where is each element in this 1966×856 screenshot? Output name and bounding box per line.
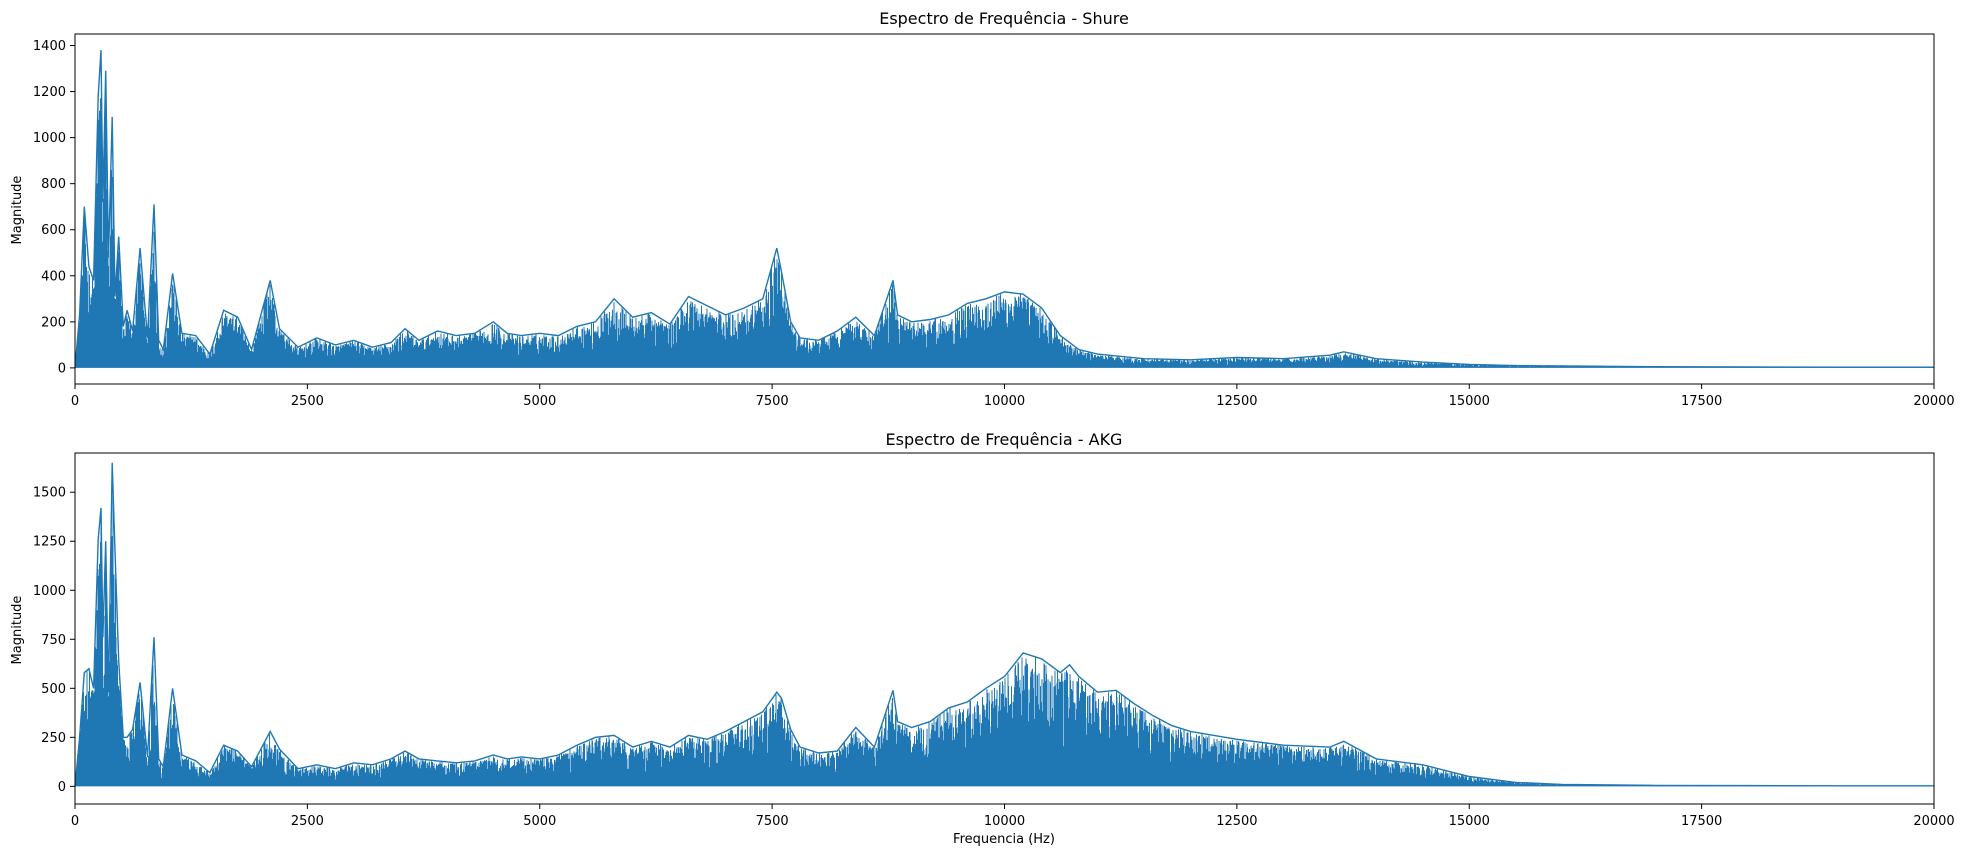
y-tick-label: 600 xyxy=(41,223,66,238)
x-tick-label: 5000 xyxy=(523,394,556,409)
x-axis-label-akg: Frequencia (Hz) xyxy=(953,832,1055,847)
x-tick-label: 12500 xyxy=(1216,814,1257,829)
y-tick-label: 800 xyxy=(41,177,66,192)
y-tick-label: 1250 xyxy=(33,535,66,550)
x-tick-label: 17500 xyxy=(1681,814,1722,829)
series-layer-shure xyxy=(75,50,1934,368)
x-tick-label: 10000 xyxy=(984,814,1025,829)
y-tick-label: 250 xyxy=(41,731,66,746)
spectrum-peak-line-shure xyxy=(75,50,1934,368)
spectrum-series-shure xyxy=(75,88,1934,368)
y-tick-label: 400 xyxy=(41,269,66,284)
series-layer-akg xyxy=(75,462,1934,787)
y-ticks-akg: 0 250 500 750 1000 1250 1500 xyxy=(33,486,75,795)
x-tick-label: 10000 xyxy=(984,394,1025,409)
spectrum-peak-line-akg xyxy=(75,462,1934,787)
y-tick-label: 0 xyxy=(58,780,66,795)
chart-title-shure: Espectro de Frequência - Shure xyxy=(879,9,1129,28)
y-axis-label-akg: Magnitude xyxy=(10,596,25,665)
y-tick-label: 200 xyxy=(41,315,66,330)
y-tick-label: 0 xyxy=(58,361,66,376)
y-tick-label: 1400 xyxy=(33,39,66,54)
y-tick-label: 1000 xyxy=(33,131,66,146)
y-tick-label: 1200 xyxy=(33,85,66,100)
x-tick-label: 7500 xyxy=(756,394,789,409)
x-tick-label: 12500 xyxy=(1216,394,1257,409)
y-axis-label-shure: Magnitude xyxy=(10,176,25,245)
x-tick-label: 15000 xyxy=(1449,814,1490,829)
x-tick-label: 2500 xyxy=(291,814,324,829)
x-tick-label: 20000 xyxy=(1913,814,1954,829)
x-tick-label: 0 xyxy=(71,814,79,829)
plot-area-akg xyxy=(74,452,1935,805)
subplot-shure: Espectro de Frequência - Shure Magnitude… xyxy=(10,9,1955,409)
chart-title-akg: Espectro de Frequência - AKG xyxy=(886,430,1123,449)
y-tick-label: 750 xyxy=(41,633,66,648)
x-tick-label: 0 xyxy=(71,394,79,409)
y-tick-label: 1000 xyxy=(33,584,66,599)
x-tick-label: 20000 xyxy=(1913,394,1954,409)
y-tick-label: 1500 xyxy=(33,486,66,501)
x-ticks-shure: 0 2500 5000 7500 10000 12500 15000 17500 20000 xyxy=(71,384,1955,409)
subplot-akg: Espectro de Frequência - AKG Magnitude 0… xyxy=(10,430,1955,847)
x-tick-label: 15000 xyxy=(1449,394,1490,409)
y-tick-label: 500 xyxy=(41,682,66,697)
x-tick-label: 5000 xyxy=(523,814,556,829)
x-tick-label: 17500 xyxy=(1681,394,1722,409)
y-ticks-shure: 0 200 400 600 800 1000 1200 1400 xyxy=(33,39,75,376)
x-ticks-akg: 0 2500 5000 7500 10000 12500 15000 17500 20000 xyxy=(71,804,1955,829)
x-tick-label: 7500 xyxy=(756,814,789,829)
x-tick-label: 2500 xyxy=(291,394,324,409)
